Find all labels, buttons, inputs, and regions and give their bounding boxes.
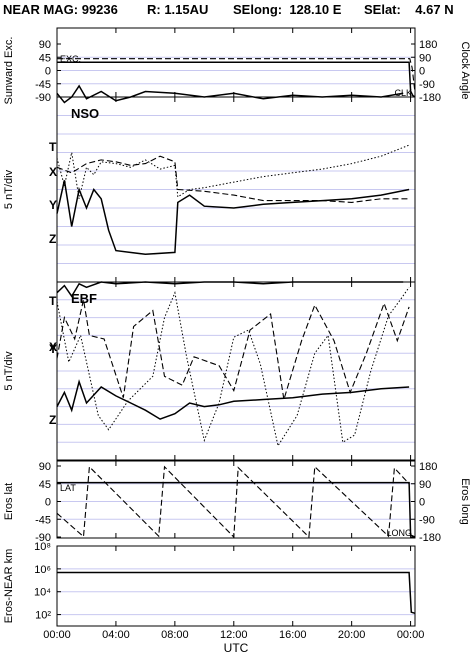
nso-comp-label-x: X <box>49 165 57 179</box>
nso-comp-label-t: T <box>49 140 57 154</box>
header-radius: R: 1.15AU <box>147 2 209 17</box>
header-selat: SElat: 4.67 N <box>364 2 454 17</box>
ebf-frame <box>56 281 416 461</box>
sunward-exc-line <box>57 61 416 98</box>
eros-long-label: LONG <box>386 528 412 538</box>
sunward-ytick-4: 90 <box>39 39 51 51</box>
sunward-clk-label: CLK <box>394 88 412 98</box>
sunward-ytick-3: 45 <box>39 52 51 64</box>
nso-comp-label-z: Z <box>49 232 56 246</box>
header: NEAR MAG: 99236 R: 1.15AU SElong: 128.10… <box>0 0 474 18</box>
eros-ylabel: Eros lat <box>3 483 15 520</box>
eros-y2tick-0: -180 <box>419 532 441 544</box>
sunward-ylabel: Sunward Exc. <box>3 37 15 105</box>
ebf-ylabel: 5 nT/div <box>3 351 15 391</box>
sunward-y2tick-1: -90 <box>419 79 435 91</box>
nso-line-x <box>56 144 410 199</box>
sunward-ytick-0: -90 <box>35 92 51 104</box>
sunward-y2tick-2: 0 <box>419 66 425 78</box>
ebf-line-x <box>56 299 410 400</box>
xaxis-tick-label-5: 20:00 <box>338 629 366 641</box>
nso-label: NSO <box>71 106 99 121</box>
ebf-line-z <box>56 379 410 420</box>
ebf-comp-label-t: T <box>49 294 57 308</box>
xaxis-tick-label-1: 04:00 <box>102 629 130 641</box>
eros-lat-line <box>57 481 416 538</box>
dist-ytick-2: 10⁶ <box>34 564 51 576</box>
sunward-y2tick-4: 180 <box>419 39 437 51</box>
eros-ytick-0: -90 <box>35 532 51 544</box>
dist-frame <box>56 545 416 627</box>
eros-frame <box>56 460 416 539</box>
eros-y2tick-4: 180 <box>419 461 437 473</box>
eros-y2label: Eros long <box>459 478 471 524</box>
eros-ytick-2: 0 <box>45 497 51 509</box>
eros-y2tick-3: 90 <box>419 479 431 491</box>
dist-ytick-1: 10⁴ <box>34 587 51 599</box>
sunward-exc-label: EXC. <box>60 54 81 64</box>
dist-ytick-0: 10² <box>35 610 51 622</box>
header-selong: SElong: 128.10 E <box>233 2 342 17</box>
ebf-label: EBF <box>71 291 97 306</box>
eros-long-line <box>56 465 410 539</box>
ebf-line-y <box>56 287 410 448</box>
xaxis-tick-label-3: 12:00 <box>220 629 248 641</box>
eros-lat-label: LAT <box>60 483 76 493</box>
xaxis-tick-label-6: 00:00 <box>397 629 425 641</box>
eros-y2tick-1: -90 <box>419 514 435 526</box>
sunward-y2label: Clock Angle <box>459 41 471 99</box>
sunward-y2tick-0: -180 <box>419 92 441 104</box>
xaxis-tick-label-0: 00:00 <box>43 629 71 641</box>
dist-ytick-3: 10⁸ <box>34 541 51 553</box>
nso-line-z <box>56 180 410 256</box>
sunward-ytick-2: 0 <box>45 66 51 78</box>
ebf-comp-label-y: Y <box>49 342 57 356</box>
header-title: NEAR MAG: 99236 <box>3 2 118 17</box>
xaxis-tick-label-2: 08:00 <box>161 629 189 641</box>
eros-ytick-1: -45 <box>35 514 51 526</box>
eros-ytick-4: 90 <box>39 461 51 473</box>
xaxis-label: UTC <box>224 641 249 655</box>
sunward-y2tick-3: 90 <box>419 52 431 64</box>
ebf-comp-label-x: X <box>49 340 57 354</box>
nso-ylabel: 5 nT/div <box>3 169 15 209</box>
dist-ylabel: Eros-NEAR km <box>3 549 15 624</box>
ebf-comp-label-z: Z <box>49 413 56 427</box>
sunward-ytick-1: -45 <box>35 79 51 91</box>
xaxis-tick-label-4: 16:00 <box>279 629 307 641</box>
nso-line-y <box>56 155 410 203</box>
nso-comp-label-y: Y <box>49 198 57 212</box>
eros-y2tick-2: 0 <box>419 497 425 509</box>
dist-line <box>57 571 416 615</box>
eros-ytick-3: 45 <box>39 479 51 491</box>
sunward-clk-line <box>57 58 416 93</box>
